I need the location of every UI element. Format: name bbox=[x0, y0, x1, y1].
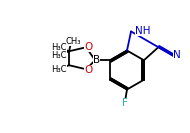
Text: H₃C: H₃C bbox=[52, 65, 67, 74]
Text: O: O bbox=[84, 42, 92, 52]
Text: NH: NH bbox=[135, 26, 150, 36]
Text: N: N bbox=[173, 50, 181, 61]
Text: CH₃: CH₃ bbox=[65, 37, 81, 46]
Text: F: F bbox=[122, 98, 128, 108]
Text: O: O bbox=[84, 65, 92, 75]
Text: B: B bbox=[93, 55, 100, 65]
Text: H₃C: H₃C bbox=[52, 43, 67, 52]
Text: H₃C: H₃C bbox=[52, 51, 67, 60]
